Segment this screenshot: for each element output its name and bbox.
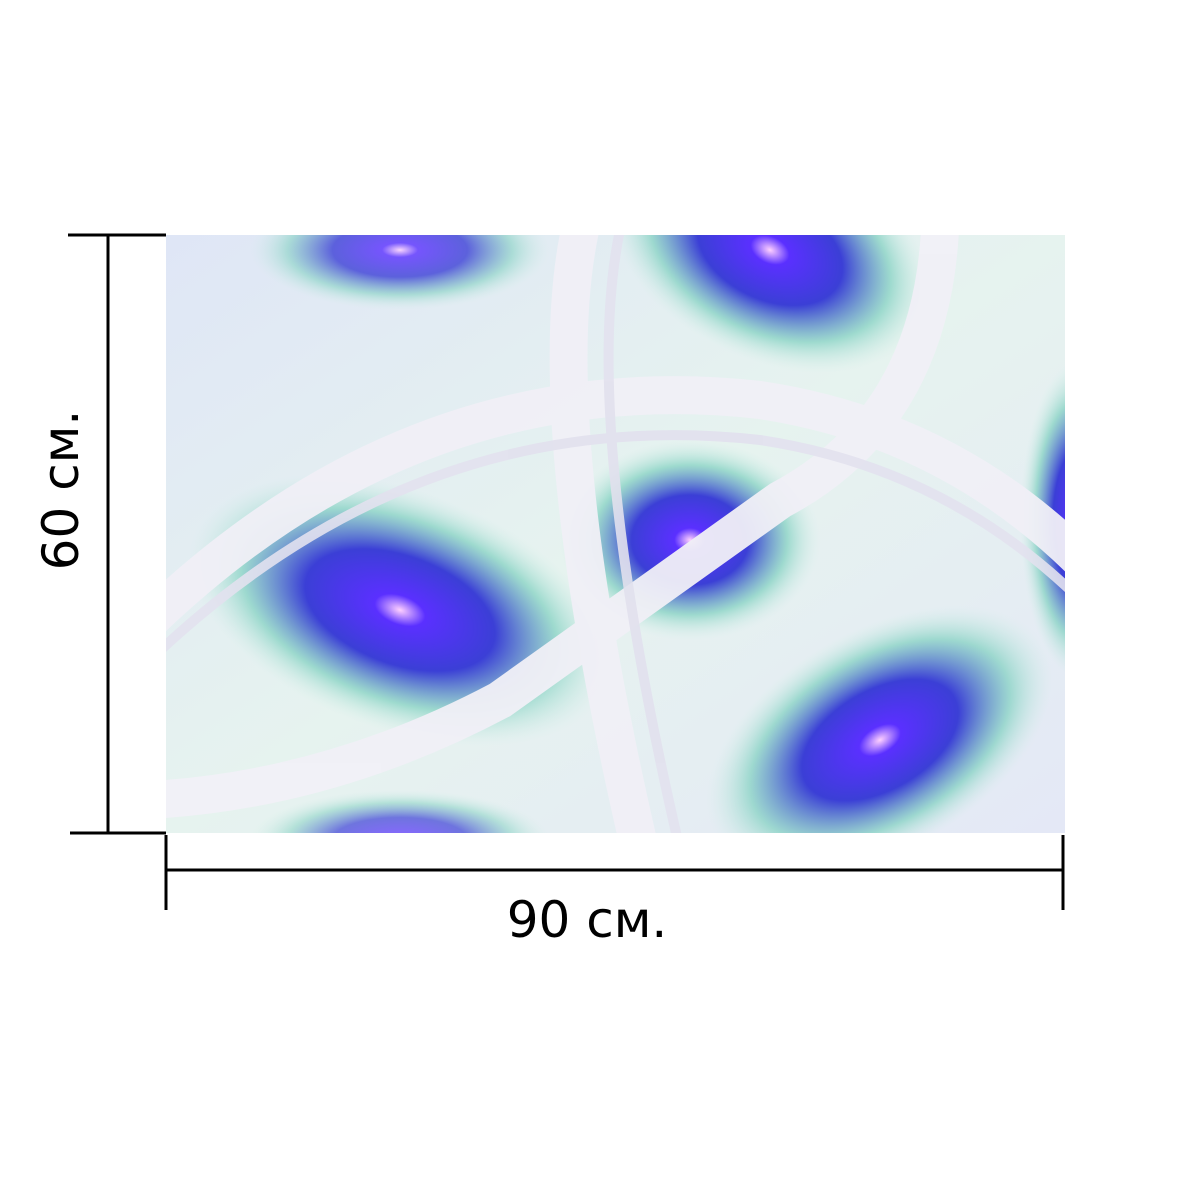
width-label: 90 см.	[507, 891, 668, 949]
height-label: 60 см.	[32, 410, 90, 571]
artwork	[166, 235, 1065, 833]
